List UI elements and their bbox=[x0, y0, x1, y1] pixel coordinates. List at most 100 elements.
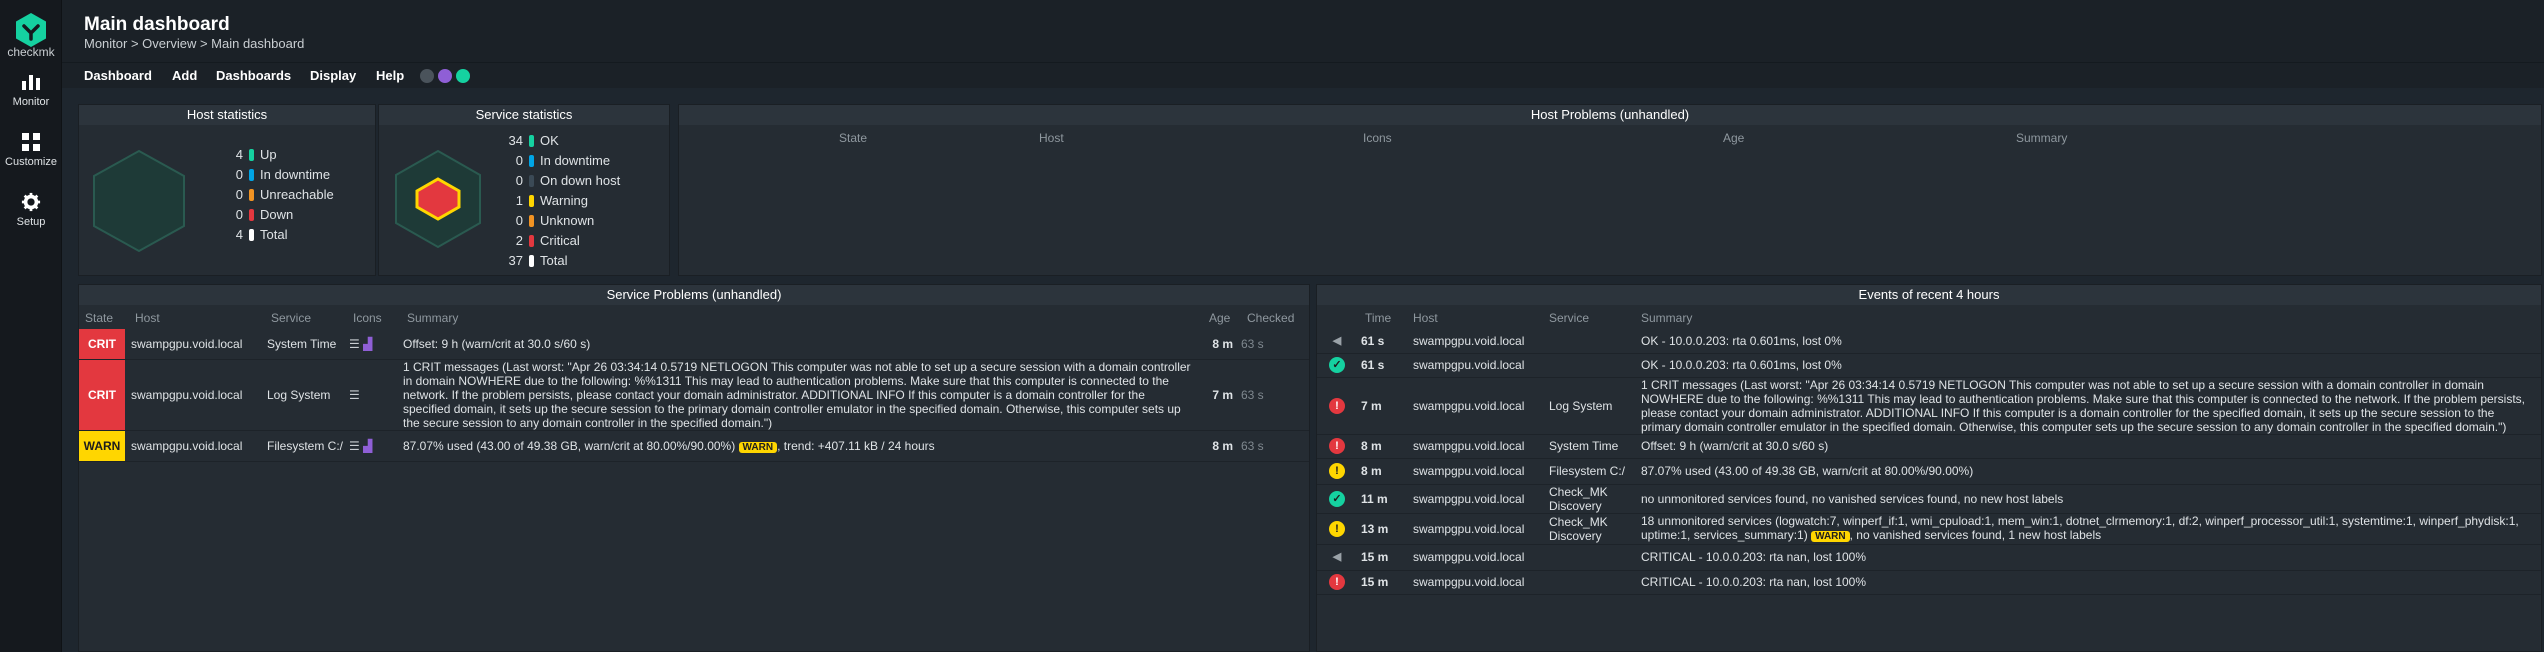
table-row[interactable]: ! 8 m swampgpu.void.local System Time Offset… bbox=[1317, 434, 2541, 459]
service-link[interactable]: System Time bbox=[1549, 434, 1641, 459]
service-link[interactable]: Log System bbox=[1549, 377, 1641, 435]
service-link[interactable]: Check_MK Discovery bbox=[1549, 484, 1641, 514]
moon-icon[interactable] bbox=[420, 69, 434, 83]
host-link[interactable]: swampgpu.void.local bbox=[1413, 513, 1549, 545]
column-header-age[interactable]: Age bbox=[1209, 311, 1231, 325]
column-header-host[interactable]: Host bbox=[1413, 311, 1438, 325]
service-link[interactable]: System Time bbox=[267, 329, 349, 360]
table-row[interactable]: ! 13 m swampgpu.void.local Check_MK Discove… bbox=[1317, 513, 2541, 545]
column-header-summary[interactable]: Summary bbox=[407, 311, 459, 325]
menu-icon[interactable] bbox=[456, 69, 470, 83]
service-link[interactable] bbox=[1549, 570, 1641, 595]
column-header-host[interactable]: Host bbox=[1039, 131, 1064, 145]
sidebar-item-customize[interactable]: Customize bbox=[0, 132, 62, 168]
table-row[interactable]: ! 7 m swampgpu.void.local Log System 1 CRIT … bbox=[1317, 377, 2541, 435]
host-stat-unreachable[interactable]: 0 Unreachable bbox=[235, 187, 334, 202]
host-link[interactable]: swampgpu.void.local bbox=[131, 359, 267, 431]
table-row[interactable]: WARN swampgpu.void.local Filesystem C:/ … bbox=[79, 430, 1309, 462]
event-time: 13 m bbox=[1361, 513, 1413, 545]
service-link[interactable]: Filesystem C:/ bbox=[267, 430, 349, 462]
host-stat-downtime[interactable]: 0 In downtime bbox=[235, 167, 331, 182]
host-stat-total[interactable]: 4 Total bbox=[235, 227, 288, 242]
service-hexagon-icon[interactable] bbox=[393, 149, 483, 249]
graph-icon[interactable]: ▟ bbox=[363, 439, 373, 453]
service-stat-downtime[interactable]: 0 In downtime bbox=[515, 153, 611, 168]
ok-icon[interactable]: ✓ bbox=[1329, 490, 1345, 507]
service-stat-warning[interactable]: 1 Warning bbox=[515, 193, 588, 208]
action-menu-icon[interactable]: ☰ bbox=[349, 439, 360, 453]
event-time: 61 s bbox=[1361, 353, 1413, 378]
column-header-icons[interactable]: Icons bbox=[1363, 131, 1392, 145]
menu-dashboard[interactable]: Dashboard bbox=[84, 68, 152, 83]
sidebar-item-setup[interactable]: Setup bbox=[0, 192, 62, 228]
table-row[interactable]: ! 15 m swampgpu.void.local CRITICAL - 10.0.… bbox=[1317, 570, 2541, 595]
host-link[interactable]: swampgpu.void.local bbox=[131, 329, 267, 360]
crit-icon[interactable]: ! bbox=[1329, 438, 1345, 454]
service-link[interactable]: Check_MK Discovery bbox=[1549, 513, 1641, 545]
table-row[interactable]: CRIT swampgpu.void.local Log System ☰ 1 … bbox=[79, 359, 1309, 431]
column-header-time[interactable]: Time bbox=[1365, 311, 1392, 325]
action-menu-icon[interactable]: ☰ bbox=[349, 337, 360, 351]
host-link[interactable]: swampgpu.void.local bbox=[1413, 570, 1549, 595]
state-badge[interactable]: CRIT bbox=[79, 329, 125, 359]
host-link[interactable]: swampgpu.void.local bbox=[1413, 458, 1549, 485]
host-hexagon-icon[interactable] bbox=[91, 149, 187, 253]
menu-help[interactable]: Help bbox=[376, 68, 405, 83]
service-stat-ok[interactable]: 34 OK bbox=[508, 133, 559, 148]
column-header-service[interactable]: Service bbox=[1549, 311, 1590, 325]
service-stat-on-down-host[interactable]: 0 On down host bbox=[515, 173, 621, 188]
host-link[interactable]: swampgpu.void.local bbox=[131, 430, 267, 462]
panel-title: Host Problems (unhandled) bbox=[679, 105, 2541, 125]
host-link[interactable]: swampgpu.void.local bbox=[1413, 434, 1549, 459]
speaker-icon[interactable]: ◀ bbox=[1332, 334, 1342, 347]
column-header-state[interactable]: State bbox=[839, 131, 868, 145]
service-link[interactable]: Filesystem C:/ bbox=[1549, 458, 1641, 485]
column-header-state[interactable]: State bbox=[85, 311, 114, 325]
service-stat-unknown[interactable]: 0 Unknown bbox=[515, 213, 595, 228]
host-stat-down[interactable]: 0 Down bbox=[235, 207, 294, 222]
table-row[interactable]: ◀ 15 m swampgpu.void.local CRITICAL - 10.0.… bbox=[1317, 544, 2541, 571]
table-row[interactable]: ✓ 11 m swampgpu.void.local Check_MK Discove… bbox=[1317, 484, 2541, 514]
column-header-summary[interactable]: Summary bbox=[2016, 131, 2068, 145]
host-link[interactable]: swampgpu.void.local bbox=[1413, 353, 1549, 378]
warn-icon[interactable]: ! bbox=[1329, 463, 1345, 479]
host-link[interactable]: swampgpu.void.local bbox=[1413, 544, 1549, 571]
crit-icon[interactable]: ! bbox=[1329, 574, 1345, 590]
action-menu-icon[interactable]: ☰ bbox=[349, 388, 360, 402]
hexagon-icon[interactable] bbox=[438, 69, 452, 83]
state-badge[interactable]: CRIT bbox=[79, 360, 125, 430]
ok-icon[interactable]: ✓ bbox=[1329, 357, 1345, 373]
speaker-icon[interactable]: ◀ bbox=[1332, 551, 1342, 563]
breadcrumb[interactable]: Monitor > Overview > Main dashboard bbox=[84, 36, 305, 51]
graph-icon[interactable]: ▟ bbox=[363, 337, 373, 351]
checkmk-logo-icon[interactable] bbox=[15, 12, 47, 48]
host-stat-up[interactable]: 4 Up bbox=[235, 147, 277, 162]
table-row[interactable]: ◀ 61 s swampgpu.void.local OK - 10.0.0.203:… bbox=[1317, 329, 2541, 354]
table-row[interactable]: ✓ 61 s swampgpu.void.local OK - 10.0.0.203:… bbox=[1317, 353, 2541, 378]
service-stat-total[interactable]: 37 Total bbox=[508, 253, 568, 268]
state-badge[interactable]: WARN bbox=[79, 431, 125, 461]
menu-add[interactable]: Add bbox=[172, 68, 198, 83]
column-header-host[interactable]: Host bbox=[135, 311, 160, 325]
column-header-service[interactable]: Service bbox=[271, 311, 312, 325]
column-header-icons[interactable]: Icons bbox=[353, 311, 382, 325]
sidebar-item-monitor[interactable]: Monitor bbox=[0, 72, 62, 108]
crit-icon[interactable]: ! bbox=[1329, 397, 1345, 414]
table-row[interactable]: ! 8 m swampgpu.void.local Filesystem C:/87.… bbox=[1317, 458, 2541, 485]
column-header-summary[interactable]: Summary bbox=[1641, 311, 1693, 325]
host-link[interactable]: swampgpu.void.local bbox=[1413, 377, 1549, 435]
service-link[interactable] bbox=[1549, 544, 1641, 571]
menu-dashboards[interactable]: Dashboards bbox=[216, 68, 292, 83]
host-link[interactable]: swampgpu.void.local bbox=[1413, 329, 1549, 354]
event-time: 61 s bbox=[1361, 329, 1413, 354]
service-stat-critical[interactable]: 2 Critical bbox=[515, 233, 580, 248]
service-link[interactable]: Log System bbox=[267, 359, 349, 431]
column-header-checked[interactable]: Checked bbox=[1247, 311, 1295, 325]
warn-icon[interactable]: ! bbox=[1329, 520, 1345, 537]
menu-display[interactable]: Display bbox=[310, 68, 357, 83]
service-link[interactable] bbox=[1549, 329, 1641, 354]
table-row[interactable]: CRIT swampgpu.void.local System Time ☰ ▟… bbox=[79, 329, 1309, 360]
column-header-age[interactable]: Age bbox=[1723, 131, 1745, 145]
service-link[interactable] bbox=[1549, 353, 1641, 378]
host-link[interactable]: swampgpu.void.local bbox=[1413, 484, 1549, 514]
